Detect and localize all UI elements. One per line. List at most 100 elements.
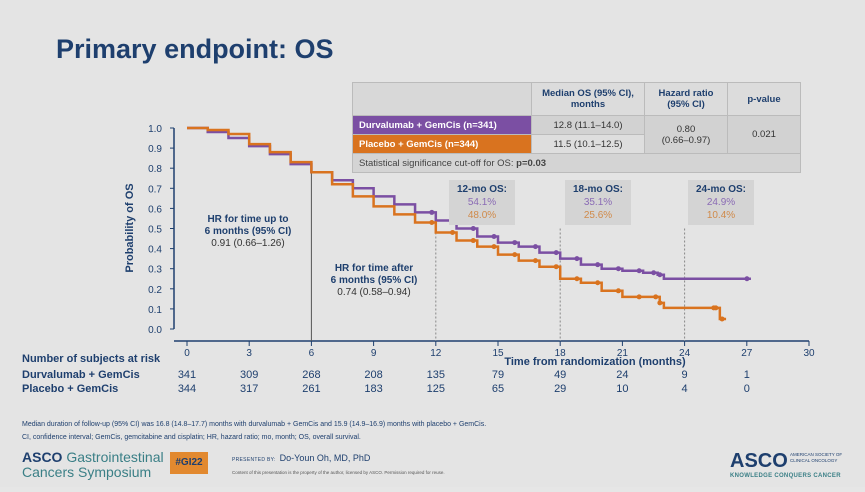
y-axis-label: Probability of OS: [124, 183, 136, 272]
x-tick-label: 30: [803, 348, 815, 359]
cutoff-note: Statistical significance cut-off for OS:…: [352, 153, 801, 173]
censor-mark: [553, 264, 559, 270]
censor-mark: [657, 272, 663, 278]
censor-mark: [429, 209, 435, 215]
at-risk-value: 344: [177, 383, 197, 395]
landmark-box: [565, 180, 631, 225]
header-p: p-value: [727, 82, 801, 116]
gi-symposium-logo: ASCO Gastrointestinal Cancers Symposium: [22, 450, 164, 480]
censor-mark: [651, 270, 657, 276]
at-risk-value: 268: [302, 369, 321, 381]
censor-mark: [713, 305, 719, 311]
footnote-followup: Median duration of follow-up (95% CI) wa…: [22, 421, 487, 428]
at-risk-heading: Number of subjects at risk: [22, 353, 161, 365]
landmark-label: 18-mo OS:: [573, 184, 623, 195]
censor-mark: [615, 266, 621, 272]
hr-annotation-value: 0.91 (0.66–1.26): [211, 238, 284, 249]
at-risk-value: 24: [616, 369, 629, 381]
censor-mark: [595, 280, 601, 286]
slide-title: Primary endpoint: OS: [56, 34, 334, 64]
at-risk-value: 0: [743, 383, 750, 395]
landmark-placebo: 10.4%: [707, 210, 735, 221]
hashtag-badge: #GI22: [170, 452, 208, 474]
censor-mark: [744, 276, 750, 282]
landmark-label: 24-mo OS:: [696, 184, 746, 195]
at-risk-label-durvalumab: Durvalumab + GemCis: [22, 369, 140, 381]
censor-mark: [574, 276, 580, 282]
cutoff-text: Statistical significance cut-off for OS:: [359, 157, 517, 169]
at-risk-value: 79: [491, 369, 505, 381]
at-risk-value: 261: [302, 383, 321, 395]
x-tick-label: 3: [246, 348, 252, 359]
hr-annotation-line2: 6 months (95% CI): [205, 226, 292, 237]
landmark-durva: 54.1%: [468, 197, 496, 208]
hr-annotation-line2: 6 months (95% CI): [331, 275, 418, 286]
median-placebo: 11.5 (10.1–12.5): [531, 134, 645, 154]
censor-mark: [512, 252, 518, 258]
landmark-placebo: 25.6%: [584, 210, 612, 221]
censor-mark: [615, 288, 621, 294]
censor-mark: [636, 268, 642, 274]
landmark-placebo: 48.0%: [468, 210, 496, 221]
landmark-box: [688, 180, 754, 225]
x-tick-label: 18: [555, 348, 567, 359]
header-median: Median OS (95% CI), months: [531, 82, 645, 116]
censor-mark: [429, 219, 435, 225]
y-tick-label: 0.0: [148, 325, 162, 336]
asco-logo: ASCO AMERICAN SOCIETY OF CLINICAL ONCOLO…: [730, 450, 842, 479]
at-risk-value: 9: [681, 369, 688, 381]
landmark-label: 12-mo OS:: [457, 184, 507, 195]
at-risk-value: 125: [426, 383, 445, 395]
at-risk-value: 65: [491, 383, 505, 395]
hazard-ratio: 0.80 (0.66–0.97): [644, 115, 728, 154]
censor-mark: [470, 226, 476, 231]
x-axis-label: Time from randomization (months): [504, 356, 686, 368]
landmark-box: [449, 180, 515, 225]
logo-line2: Cancers Symposium: [22, 464, 152, 480]
censor-mark: [470, 238, 476, 244]
x-tick-label: 9: [371, 348, 377, 359]
presenter: PRESENTED BY: Do-Youn Oh, MD, PhD: [232, 453, 370, 463]
presenter-name: Do-Youn Oh, MD, PhD: [279, 453, 371, 463]
censor-mark: [574, 256, 580, 262]
x-tick-label: 21: [617, 348, 629, 359]
censor-mark: [595, 262, 601, 268]
x-tick-label: 24: [679, 348, 691, 359]
y-tick-label: 0.2: [148, 285, 162, 296]
y-tick-label: 0.6: [148, 204, 162, 215]
at-risk-value: 29: [554, 383, 567, 395]
at-risk-value: 309: [240, 369, 259, 381]
arm-placebo: Placebo + GemCis (n=344): [352, 134, 532, 154]
y-tick-label: 0.5: [148, 225, 162, 236]
asco-logo-text: ASCO: [730, 450, 788, 472]
header-blank: [352, 82, 532, 116]
x-tick-label: 6: [309, 348, 315, 359]
at-risk-value: 317: [240, 383, 259, 395]
km-chart: 0 3 6 9 12 15 18 21 24 27 30 0.0 0.1 0.2 0.3 0.4 0.5 0.6 0…: [124, 124, 815, 368]
censor-mark: [512, 240, 518, 246]
at-risk-value: 183: [364, 383, 383, 395]
censor-mark: [719, 316, 725, 322]
at-risk-value: 4: [681, 383, 688, 395]
censor-mark: [653, 294, 659, 300]
summary-table: Median OS (95% CI), months Hazard ratio …: [352, 82, 801, 173]
at-risk-value: 49: [554, 369, 567, 381]
y-tick-label: 0.9: [148, 144, 162, 155]
censor-mark: [657, 300, 663, 306]
asco-motto: KNOWLEDGE CONQUERS CANCER: [730, 473, 841, 479]
censor-mark: [532, 258, 538, 264]
arm-durvalumab: Durvalumab + GemCis (n=341): [352, 115, 532, 135]
censor-mark: [491, 244, 497, 250]
x-tick-label: 27: [741, 348, 753, 359]
hr-annotation-value: 0.74 (0.58–0.94): [337, 287, 410, 298]
at-risk-value: 1: [743, 369, 750, 381]
cutoff-value: p=0.03: [516, 157, 547, 169]
x-tick-label: 12: [430, 348, 442, 359]
presented-by-label: PRESENTED BY:: [232, 457, 276, 463]
logo-asco: ASCO: [22, 449, 63, 465]
censor-mark: [450, 230, 456, 236]
y-tick-label: 1.0: [148, 124, 162, 135]
y-tick-label: 0.4: [148, 245, 162, 256]
y-tick-label: 0.7: [148, 184, 162, 195]
header-hr: Hazard ratio (95% CI): [644, 82, 728, 116]
